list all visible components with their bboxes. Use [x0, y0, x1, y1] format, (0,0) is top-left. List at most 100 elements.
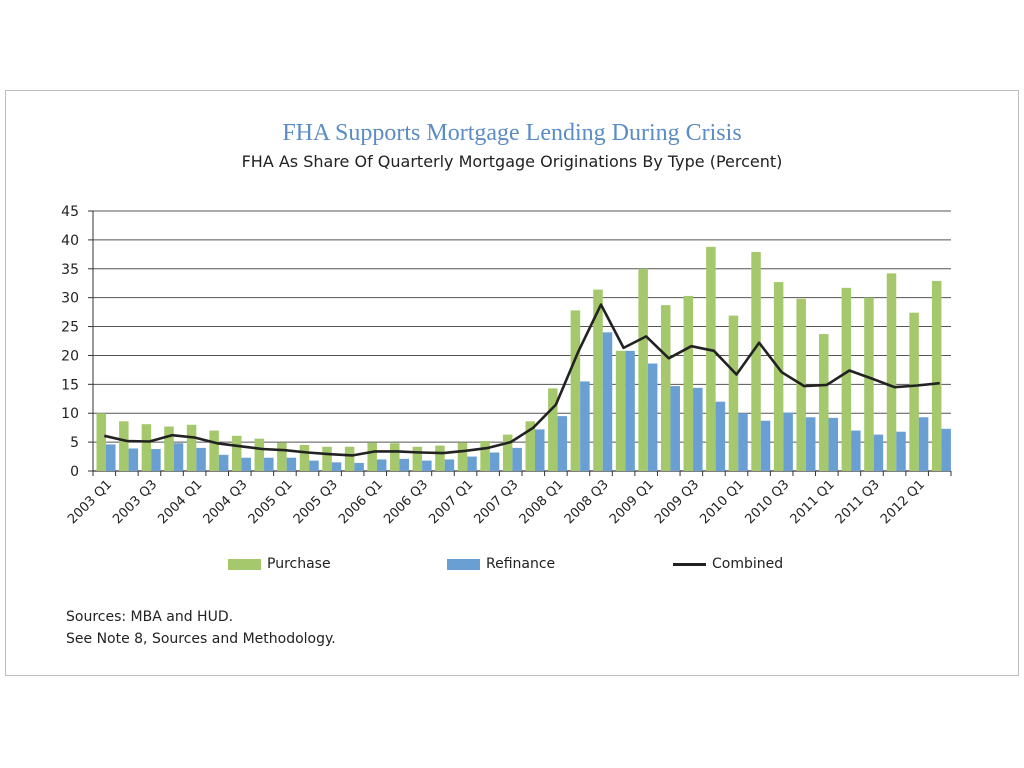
purchase-bar [886, 273, 897, 471]
purchase-bar [435, 445, 445, 471]
x-tick-label: 2012 Q1 [878, 477, 928, 527]
refinance-bar [783, 412, 793, 471]
legend-swatch-combined [673, 562, 706, 566]
purchase-bar [390, 443, 400, 471]
purchase-bar [367, 442, 377, 471]
x-tick-label: 2010 Q3 [742, 477, 792, 527]
x-tick-label: 2008 Q3 [562, 477, 612, 527]
x-tick-label: 2008 Q1 [517, 477, 567, 527]
y-tick-label: 35 [61, 262, 79, 278]
chart-title: FHA Supports Mortgage Lending During Cri… [282, 120, 742, 146]
x-tick-label: 2011 Q1 [788, 477, 838, 527]
legend-item-refinance: Refinance [447, 556, 555, 572]
y-tick-label: 5 [70, 435, 79, 451]
refinance-bar [196, 447, 206, 471]
purchase-bar [119, 421, 129, 471]
refinance-bar [941, 428, 951, 471]
y-tick-label: 45 [61, 204, 79, 220]
refinance-bar [693, 387, 703, 471]
refinance-bar [602, 332, 613, 471]
refinance-bar [422, 460, 432, 471]
refinance-bar [647, 363, 658, 471]
purchase-bar [909, 312, 919, 471]
purchase-bar [322, 446, 332, 471]
x-tick-label: 2006 Q1 [336, 477, 386, 527]
y-tick-label: 40 [61, 233, 79, 249]
x-tick-label: 2003 Q1 [65, 477, 115, 527]
sources-line: Sources: MBA and HUD. [66, 609, 234, 625]
refinance-bar [354, 462, 364, 471]
purchase-bar [660, 305, 671, 471]
refinance-bar [738, 413, 748, 471]
purchase-bar [683, 295, 694, 471]
x-tick-label: 2005 Q1 [246, 477, 296, 527]
sources-note: Sources: MBA and HUD. See Note 8, Source… [66, 606, 336, 650]
legend-swatch-refinance [447, 558, 480, 570]
x-tick-label: 2007 Q3 [472, 477, 522, 527]
purchase-bar [931, 280, 942, 471]
refinance-bar [760, 420, 771, 471]
purchase-bar [96, 413, 106, 471]
refinance-bar [151, 449, 161, 471]
x-tick-label: 2007 Q1 [426, 477, 476, 527]
refinance-bar [399, 458, 410, 471]
y-tick-label: 25 [61, 320, 79, 336]
refinance-bar [535, 429, 545, 471]
purchase-bar [299, 445, 310, 471]
purchase-bar [164, 426, 174, 471]
purchase-bar [773, 282, 784, 471]
purchase-bar [819, 334, 829, 471]
refinance-bar [828, 417, 839, 471]
purchase-bar [593, 289, 603, 471]
refinance-bar [896, 431, 906, 471]
purchase-bar [412, 446, 423, 471]
refinance-bar [670, 386, 680, 471]
x-tick-label: 2009 Q3 [652, 477, 702, 527]
purchase-bar [525, 421, 535, 471]
x-tick-label: 2009 Q1 [607, 477, 657, 527]
refinance-bar [851, 430, 861, 471]
purchase-bar [457, 442, 468, 471]
refinance-bar [805, 417, 816, 471]
refinance-bar [873, 434, 884, 471]
y-tick-label: 20 [61, 348, 79, 364]
x-tick-label: 2004 Q1 [155, 477, 205, 527]
refinance-bar [128, 448, 139, 471]
purchase-bar [209, 430, 219, 471]
purchase-bar [751, 252, 761, 471]
refinance-bar [489, 452, 500, 471]
refinance-bar [512, 447, 522, 471]
refinance-bar [331, 462, 342, 471]
y-tick-label: 10 [61, 406, 79, 422]
refinance-bar [557, 416, 568, 471]
chart-subtitle: FHA As Share Of Quarterly Mortgage Origi… [241, 152, 783, 171]
purchase-bar [344, 446, 355, 471]
combined-line [104, 303, 940, 457]
x-tick-label: 2011 Q3 [833, 477, 883, 527]
purchase-bar [502, 434, 513, 471]
refinance-bar [715, 401, 726, 471]
y-tick-label: 0 [70, 464, 79, 480]
refinance-bar [218, 454, 229, 471]
purchase-bar [548, 388, 558, 471]
refinance-bar [580, 381, 590, 471]
x-tick-label: 2003 Q3 [110, 477, 160, 527]
legend-item-purchase: Purchase [228, 556, 331, 572]
purchase-bar [186, 424, 197, 471]
refinance-bar [467, 456, 477, 471]
x-tick-label: 2006 Q3 [381, 477, 431, 527]
purchase-bar [864, 297, 874, 471]
purchase-bar [141, 424, 152, 471]
legend-label-purchase: Purchase [267, 556, 331, 572]
legend-swatch-purchase [228, 558, 261, 570]
legend-label-combined: Combined [712, 556, 784, 572]
refinance-bar [241, 457, 251, 471]
y-tick-label: 15 [61, 377, 79, 393]
x-tick-label: 2004 Q3 [201, 477, 251, 527]
purchase-bar [570, 310, 581, 471]
purchase-bar [231, 435, 242, 471]
purchase-bar [841, 287, 852, 471]
refinance-bar [918, 417, 929, 471]
refinance-bar [625, 350, 635, 471]
